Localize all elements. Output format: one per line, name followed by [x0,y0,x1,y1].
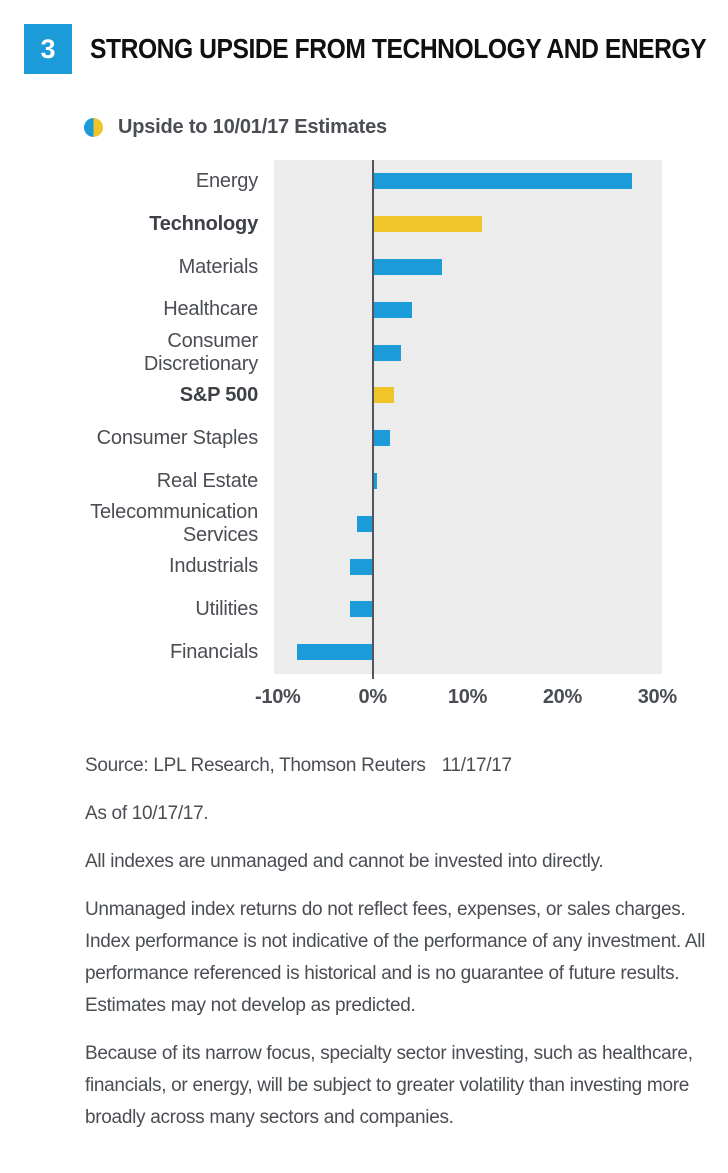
plot-cell [274,331,662,374]
sector-label: Telecommunication Services [90,501,258,546]
plot-cell [274,245,662,289]
value-bar [372,258,442,275]
unmanaged-note: Unmanaged index returns do not reflect f… [85,898,706,1016]
sector-label: Industrials [169,555,258,578]
chart-row: Consumer Staples [0,416,728,460]
sector-label: Energy [195,170,258,193]
x-axis-ticks: -10% 0% 10% 20% 30% [255,674,677,714]
x-axis-tick-label: 10% [447,685,488,708]
source-line: Source: LPL Research, Thomson Reuters 11/… [85,750,707,782]
sector-label: Real Estate [156,469,258,492]
sector-label: Healthcare [163,298,258,321]
value-bar [349,601,373,618]
sector-risk-note: Because of its narrow focus, specialty s… [85,1042,693,1128]
bar-chart: Energy Technology Materials Healthcare Consu… [0,160,728,714]
footnotes: Source: LPL Research, Thomson Reuters 11/… [85,750,707,1134]
value-bar [372,387,394,404]
chart-row: Utilities [0,587,728,631]
sector-label: Consumer Staples [96,426,259,449]
chart-row: Real Estate [0,459,728,503]
plot-cell [274,416,662,460]
figure-number: 3 [40,33,56,64]
as-of-note: As of 10/17/17. [85,802,209,824]
sector-label: Consumer Discretionary [143,330,258,375]
plot-cell [274,459,662,503]
chart-row: Telecommunication Services [0,501,728,546]
chart-row: Technology [0,202,728,246]
x-axis-tick-label: 30% [637,685,677,708]
x-axis-tick-label: 0% [358,685,388,708]
plot-cell [274,160,662,203]
x-axis-tick-label: -10% [255,685,301,708]
chart-row: Consumer Discretionary [0,330,728,375]
plot-cell [274,630,662,674]
sector-label: Materials [178,255,259,278]
figure-title: STRONG UPSIDE FROM TECHNOLOGY AND ENERGY [90,33,728,65]
legend-swatch-icon [84,118,103,137]
sector-label: Technology [149,212,258,235]
source-text: Source: LPL Research, Thomson Reuters [85,754,426,776]
chart-row: S&P 500 [0,373,728,417]
value-bar [372,301,413,318]
chart-rows: Energy Technology Materials Healthcare Consu… [0,160,728,674]
value-bar [372,344,402,361]
zero-axis-line [371,160,374,679]
value-bar [372,216,482,233]
chart-row: Healthcare [0,288,728,332]
chart-row: Materials [0,245,728,289]
figure-title-text: STRONG UPSIDE FROM TECHNOLOGY AND ENERGY [90,33,707,64]
value-bar [372,472,378,489]
chart-row: Financials [0,630,728,674]
sector-label: S&P 500 [179,384,258,407]
plot-cell [274,373,662,417]
figure-number-badge: 3 [24,24,72,74]
figure-header: 3 STRONG UPSIDE FROM TECHNOLOGY AND ENER… [0,0,728,74]
chart-row: Energy [0,160,728,203]
chart-legend: Upside to 10/01/17 Estimates [84,116,728,139]
plot-cell [274,288,662,332]
sector-label: Utilities [195,598,258,621]
sector-label: Financials [169,640,258,663]
indexes-note: All indexes are unmanaged and cannot be … [85,850,604,872]
chart-row: Industrials [0,545,728,588]
plot-cell [274,545,662,588]
value-bar [372,430,390,447]
legend-label: Upside to 10/01/17 Estimates [118,116,387,138]
plot-cell [274,202,662,246]
value-bar [372,173,632,190]
source-date: 11/17/17 [441,754,512,776]
plot-cell [274,587,662,631]
value-bar [356,515,373,532]
plot-cell [274,502,662,546]
value-bar [296,644,373,661]
value-bar [349,558,373,575]
x-axis-tick-label: 20% [542,685,582,708]
